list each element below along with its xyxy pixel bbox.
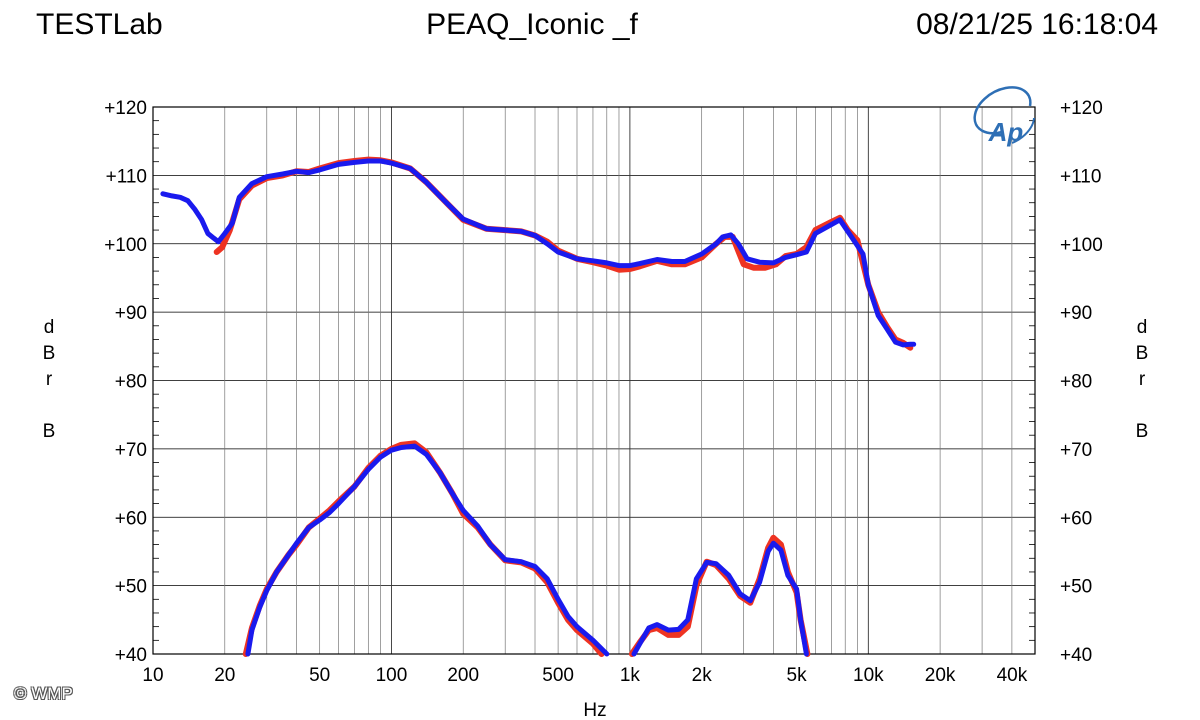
x-tick-label: 20 xyxy=(214,665,235,686)
y-tick-label-left: +80 xyxy=(115,372,147,393)
plot-frame xyxy=(152,106,1036,655)
series-line xyxy=(631,540,809,657)
y-tick-label-right: +50 xyxy=(1060,577,1092,598)
x-tick-label: 10k xyxy=(853,665,884,686)
ap-logo-text: Ap xyxy=(988,117,1024,147)
header-left-title: TESTLab xyxy=(36,8,163,41)
y-tick-label-right: +60 xyxy=(1060,508,1092,529)
y-axis-label-letter: B xyxy=(1136,343,1149,364)
series-line xyxy=(160,158,917,348)
series-line xyxy=(242,440,605,657)
x-tick-label: 100 xyxy=(376,665,408,686)
x-tick-label: 200 xyxy=(447,665,479,686)
copyright-credit: © WMP xyxy=(14,684,73,703)
chart-title: PEAQ_Iconic _f xyxy=(426,8,638,41)
series-line xyxy=(245,443,610,657)
y-tick-label-left: +40 xyxy=(115,645,147,666)
x-tick-label: 5k xyxy=(787,665,808,686)
y-axis-label-letter: B xyxy=(43,421,56,442)
y-tick-label-left: +70 xyxy=(115,440,147,461)
series-group xyxy=(160,156,917,657)
grid xyxy=(153,106,1035,655)
y-tick-label-left: +120 xyxy=(104,98,147,119)
x-axis-label: Hz xyxy=(583,700,606,720)
y-axis-label-letter: r xyxy=(1139,369,1146,390)
y-tick-label-left: +90 xyxy=(115,303,147,324)
x-tick-label: 40k xyxy=(997,665,1028,686)
x-tick-label: 50 xyxy=(309,665,330,686)
y-tick-label-left: +50 xyxy=(115,577,147,598)
y-tick-label-left: +60 xyxy=(115,508,147,529)
y-axis-label-letter: d xyxy=(44,317,55,338)
y-tick-label-right: +110 xyxy=(1060,166,1101,187)
y-tick-label-right: +70 xyxy=(1060,440,1092,461)
x-tick-label: 1k xyxy=(620,665,641,686)
y-tick-label-right: +40 xyxy=(1060,645,1092,666)
y-axis-label-letter: r xyxy=(46,369,53,390)
y-axis-label-letter: B xyxy=(43,343,56,364)
y-axis-label-letter: B xyxy=(1136,421,1149,442)
x-tick-label: 10 xyxy=(142,665,163,686)
y-tick-label-right: +120 xyxy=(1060,98,1103,119)
y-tick-label-left: +110 xyxy=(106,166,147,187)
x-tick-label: 2k xyxy=(692,665,713,686)
ap-logo: Ap xyxy=(973,86,1035,147)
y-axis-label-letter: d xyxy=(1137,317,1148,338)
tick-labels: +120 +120 +110 +110 +100 +100 +90 +90 +80 +80 +70 +… xyxy=(104,98,1103,686)
y-tick-label-right: +100 xyxy=(1060,235,1103,256)
y-tick-label-right: +90 xyxy=(1060,303,1092,324)
y-tick-label-left: +100 xyxy=(104,235,147,256)
x-tick-label: 20k xyxy=(925,665,956,686)
header-timestamp: 08/21/25 16:18:04 xyxy=(916,8,1158,41)
x-tick-label: 500 xyxy=(542,665,574,686)
y-tick-label-right: +80 xyxy=(1060,372,1092,393)
